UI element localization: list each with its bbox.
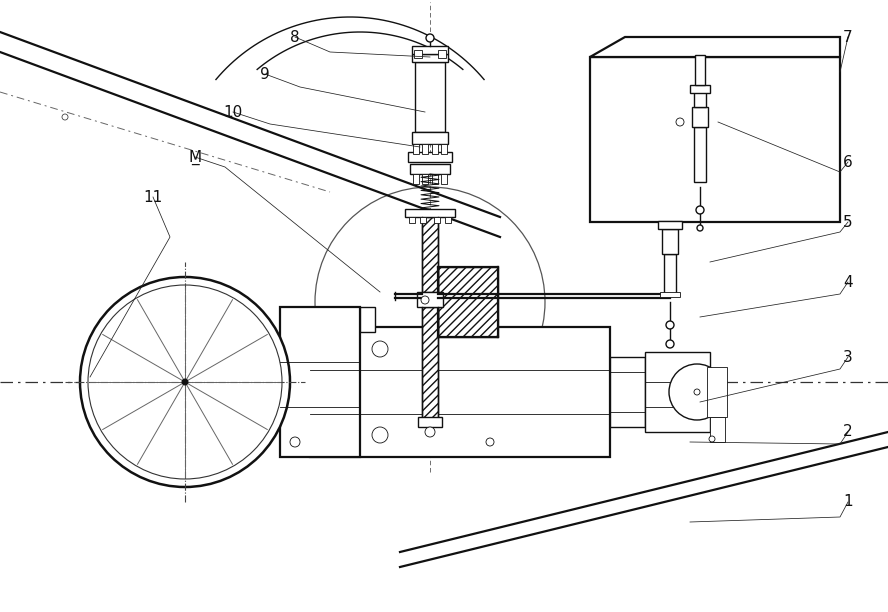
Circle shape xyxy=(666,340,674,348)
Bar xyxy=(432,174,438,184)
Circle shape xyxy=(669,364,725,420)
Circle shape xyxy=(290,437,300,447)
Bar xyxy=(664,254,676,294)
Polygon shape xyxy=(590,37,840,57)
Bar xyxy=(690,85,710,93)
Bar xyxy=(434,217,440,223)
Bar xyxy=(610,357,645,427)
Circle shape xyxy=(62,114,68,120)
Bar xyxy=(310,327,610,457)
Bar xyxy=(412,46,448,54)
Bar xyxy=(660,292,680,297)
Bar xyxy=(413,174,419,184)
Circle shape xyxy=(666,321,674,329)
Bar xyxy=(420,217,426,223)
Text: 11: 11 xyxy=(143,190,163,204)
Bar xyxy=(410,164,450,174)
Text: _: _ xyxy=(191,149,199,165)
Text: 8: 8 xyxy=(290,29,300,45)
Text: 2: 2 xyxy=(844,425,852,439)
Circle shape xyxy=(697,225,703,231)
Circle shape xyxy=(694,389,700,395)
Bar xyxy=(414,50,422,58)
Bar xyxy=(658,221,682,229)
Circle shape xyxy=(421,296,429,304)
Bar xyxy=(413,144,419,154)
Circle shape xyxy=(696,206,704,214)
Circle shape xyxy=(80,277,290,487)
Text: 10: 10 xyxy=(224,105,242,119)
Circle shape xyxy=(425,427,435,437)
Bar xyxy=(417,292,443,307)
Bar xyxy=(409,217,415,223)
Bar xyxy=(422,174,428,184)
Bar xyxy=(412,54,448,62)
Bar xyxy=(694,127,706,182)
Bar xyxy=(412,132,448,144)
Bar xyxy=(707,367,727,417)
Bar xyxy=(280,307,360,457)
Circle shape xyxy=(88,285,282,479)
Bar xyxy=(441,144,447,154)
Bar xyxy=(408,152,452,162)
Text: 9: 9 xyxy=(260,67,270,81)
Bar xyxy=(432,144,438,154)
Bar xyxy=(662,229,678,254)
Polygon shape xyxy=(360,307,375,332)
Circle shape xyxy=(426,34,434,42)
Bar xyxy=(692,107,708,127)
Bar xyxy=(441,174,447,184)
Bar xyxy=(710,417,725,442)
Circle shape xyxy=(372,341,388,357)
Bar xyxy=(422,144,428,154)
Bar xyxy=(438,50,446,58)
Circle shape xyxy=(709,436,715,442)
Bar xyxy=(694,92,706,107)
Text: 6: 6 xyxy=(843,154,852,170)
Bar xyxy=(590,57,840,222)
Text: 1: 1 xyxy=(844,494,852,510)
Bar xyxy=(645,352,710,432)
Text: M: M xyxy=(188,149,202,165)
Circle shape xyxy=(182,379,188,385)
Bar xyxy=(418,417,442,427)
Circle shape xyxy=(676,118,684,126)
Bar xyxy=(422,307,438,422)
Bar xyxy=(405,209,455,217)
Circle shape xyxy=(486,438,494,446)
Bar xyxy=(445,217,451,223)
Bar xyxy=(422,217,438,292)
Bar xyxy=(415,62,445,132)
Text: 5: 5 xyxy=(844,214,852,230)
Bar xyxy=(438,267,498,337)
Text: 3: 3 xyxy=(843,349,852,365)
Text: 7: 7 xyxy=(844,29,852,45)
Bar xyxy=(695,55,705,85)
Circle shape xyxy=(372,427,388,443)
Text: 4: 4 xyxy=(844,275,852,289)
